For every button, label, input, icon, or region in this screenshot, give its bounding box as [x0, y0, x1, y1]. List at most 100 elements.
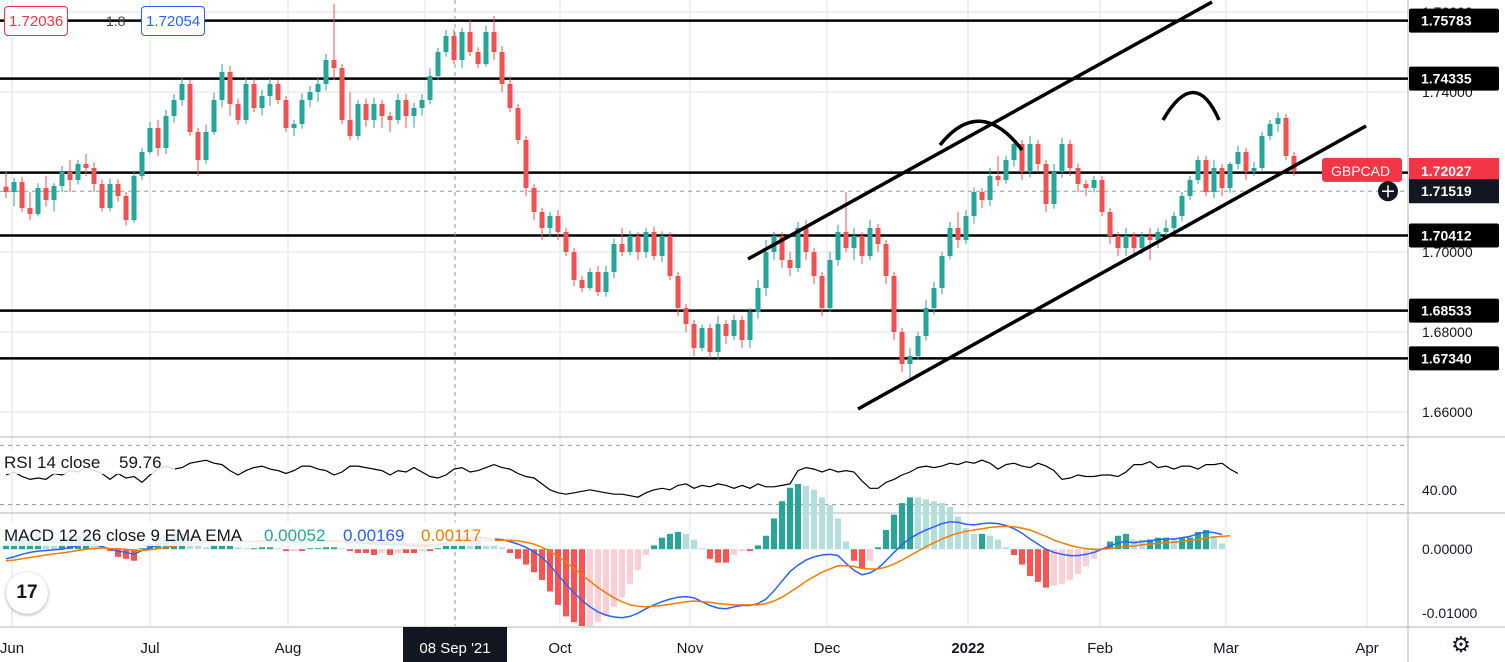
macd-histogram-bar [595, 549, 601, 623]
crosshair-price-label-bg [1409, 179, 1499, 204]
candle-body [1171, 216, 1177, 228]
macd-histogram-bar [555, 549, 561, 605]
candle-body [987, 176, 993, 200]
candle-body [995, 176, 1001, 180]
candle-body [523, 140, 529, 188]
candle-body [171, 100, 177, 116]
candle-body [195, 132, 201, 160]
crosshair-date-label: 08 Sep '21 [419, 640, 490, 657]
macd-histogram-bar [395, 549, 401, 554]
candle-body [795, 228, 801, 268]
macd-histogram-bar [1075, 549, 1081, 575]
candle-body [323, 60, 329, 84]
macd-histogram-bar [339, 548, 345, 550]
candle-body [883, 244, 889, 276]
macd-histogram-bar [811, 489, 817, 550]
candle-body [283, 100, 289, 128]
candle-body [1147, 236, 1153, 240]
bid-price-box[interactable]: 1.72036 [4, 6, 69, 36]
candle-body [1043, 164, 1049, 204]
candle-body [915, 336, 921, 356]
level-price-label: 1.74335 [1421, 71, 1472, 87]
macd-histogram-bar [411, 549, 417, 554]
symbol-label-bg [1322, 157, 1402, 182]
candle-body [403, 100, 409, 116]
macd-histogram-bar [379, 549, 385, 554]
macd-histogram-bar [531, 549, 537, 573]
level-price-label-bg [1409, 8, 1499, 33]
candle-body [1067, 144, 1073, 168]
tradingview-logo[interactable]: 17 [6, 572, 48, 614]
macd-histogram-bar [851, 549, 857, 561]
candle-body [635, 236, 641, 252]
macd-histogram-bar [715, 549, 721, 563]
candle-body [587, 272, 593, 288]
macd-histogram-bar [611, 549, 617, 607]
rsi-legend-bg [0, 450, 175, 474]
macd-histogram-bar [579, 549, 585, 626]
candle-body [419, 100, 425, 108]
macd-histogram-bar [1051, 549, 1057, 586]
macd-histogram-bar [875, 547, 881, 550]
price-axis-tick: 1.68000 [1422, 324, 1473, 340]
macd-histogram-bar [499, 547, 505, 550]
candle-body [259, 96, 265, 108]
candle-body [723, 324, 729, 336]
level-price-label: 1.68533 [1421, 303, 1472, 319]
candle-body [699, 328, 705, 348]
candle-body [411, 108, 417, 116]
candle-body [203, 132, 209, 160]
candle-body [827, 260, 833, 308]
macd-histogram-bar [299, 549, 305, 552]
macd-histogram-bar [523, 549, 529, 565]
candle-body [155, 128, 161, 148]
candle-body [867, 228, 873, 256]
ask-price-box[interactable]: 1.72054 [141, 6, 206, 36]
macd-histogram-bar [1067, 549, 1073, 580]
candle-body [579, 280, 585, 288]
candle-body [275, 84, 281, 100]
candle-body [43, 188, 49, 200]
top-arc-drawing[interactable] [1161, 90, 1221, 121]
candle-body [1123, 236, 1129, 248]
rsi-value: 59.76 [119, 453, 162, 472]
crosshair-date-label-bg [403, 627, 507, 662]
candle-body [787, 260, 793, 268]
candle-body [499, 52, 505, 84]
upper-channel-trendline[interactable] [747, 0, 1213, 261]
macd-histogram-bar [707, 549, 713, 559]
macd-histogram-bar [995, 539, 1001, 550]
macd-histogram-bar [1091, 549, 1097, 559]
candle-body [179, 84, 185, 100]
candle-body [1187, 180, 1193, 196]
candle-body [459, 32, 465, 60]
macd-histogram-bar [947, 506, 953, 550]
candle-body [1163, 228, 1169, 232]
top-arc-drawing[interactable] [938, 119, 1024, 152]
candle-body [739, 320, 745, 340]
lower-channel-trendline[interactable] [857, 124, 1367, 411]
candle-body [163, 116, 169, 148]
macd-histogram-bar [123, 549, 129, 559]
macd-histogram-bar [883, 530, 889, 550]
macd-histogram-bar [483, 543, 489, 550]
candle-body [491, 32, 497, 52]
macd-histogram-bar [963, 528, 969, 550]
macd-histogram-bar [1083, 549, 1089, 567]
candle-body [1083, 184, 1089, 188]
candle-body [1075, 168, 1081, 184]
gear-icon[interactable]: ⚙ [1451, 632, 1471, 657]
macd-histogram-bar [539, 549, 545, 580]
candle-body [1275, 118, 1281, 124]
macd-histogram-bar [307, 548, 313, 550]
candle-body [75, 164, 81, 180]
candle-body [427, 76, 433, 100]
candle-body [451, 36, 457, 60]
macd-histogram-bar [1019, 549, 1025, 565]
macd-histogram-bar [235, 547, 241, 550]
time-axis-label: Jun [0, 640, 24, 657]
macd-histogram-bar [899, 503, 905, 550]
candle-body [683, 308, 689, 324]
time-axis-label: Feb [1087, 640, 1113, 657]
